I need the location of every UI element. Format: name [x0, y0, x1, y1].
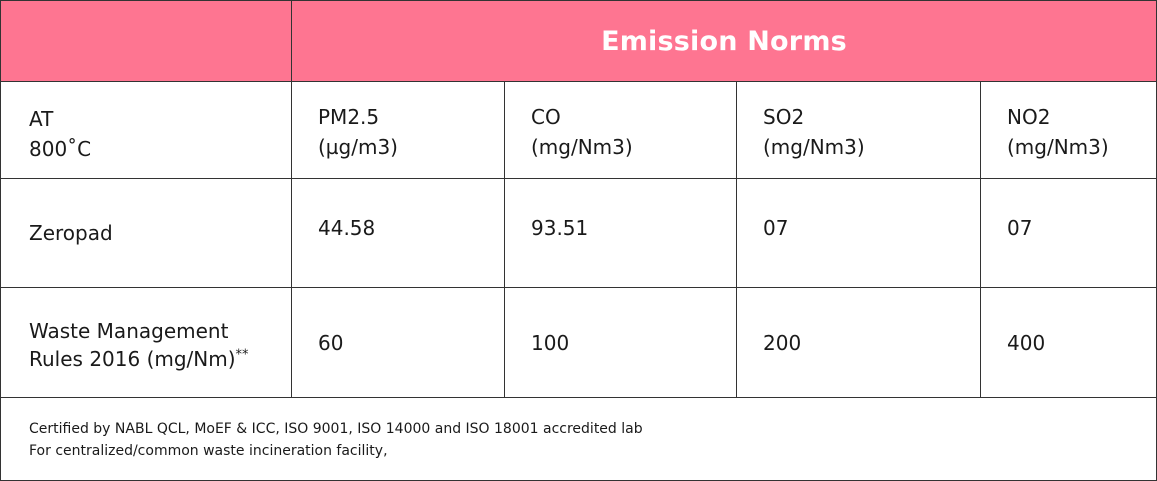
column-header-line: NO2: [1007, 105, 1051, 129]
table-footnote: Certified by NABL QCL, MoEF & ICC, ISO 9…: [0, 397, 1157, 481]
table-row-waste-management-rules: Waste Management Rules 2016 (mg/Nm)** 60…: [0, 287, 1157, 398]
column-header-row: AT 800˚C PM2.5 (µg/m3) CO (mg/Nm3) SO2 (…: [0, 81, 1157, 179]
table-cell-co: 93.51: [504, 178, 737, 288]
table-cell-pm25: 44.58: [291, 178, 505, 288]
column-header-line: (µg/m3): [318, 135, 398, 159]
row-label-zeropad: Zeropad: [0, 178, 292, 288]
table-cell-so2: 07: [736, 178, 981, 288]
header-empty-cell: [0, 0, 292, 82]
footnote-marker: **: [235, 346, 249, 362]
column-header-no2: NO2 (mg/Nm3): [980, 81, 1157, 179]
table-header-row: Emission Norms: [0, 0, 1157, 82]
row-label-waste-management-rules: Waste Management Rules 2016 (mg/Nm)**: [0, 287, 292, 398]
table-title: Emission Norms: [291, 0, 1157, 82]
column-header-so2: SO2 (mg/Nm3): [736, 81, 981, 179]
table-cell-pm25: 60: [291, 287, 505, 398]
column-header-temperature: AT 800˚C: [0, 81, 292, 179]
table-cell-no2: 07: [980, 178, 1157, 288]
column-header-line: PM2.5: [318, 105, 380, 129]
column-header-line: SO2: [763, 105, 805, 129]
row-label-text-line2: Rules 2016 (mg/Nm): [29, 346, 236, 371]
column-header-pm25: PM2.5 (µg/m3): [291, 81, 505, 179]
row-label-text: Rules 2016 (mg/Nm)**: [29, 345, 291, 373]
table-cell-co: 100: [504, 287, 737, 398]
row-label-text: Waste Management: [29, 318, 229, 343]
column-header-line: (mg/Nm3): [763, 135, 865, 159]
table-footer-row: Certified by NABL QCL, MoEF & ICC, ISO 9…: [0, 397, 1157, 481]
column-header-line: (mg/Nm3): [1007, 135, 1109, 159]
table-cell-so2: 200: [736, 287, 981, 398]
footnote-line: For centralized/common waste incineratio…: [29, 443, 388, 459]
column-header-line: (mg/Nm3): [531, 135, 633, 159]
row-label-text: Zeropad: [29, 221, 113, 245]
table-cell-no2: 400: [980, 287, 1157, 398]
column-header-line: 800˚C: [29, 137, 92, 161]
column-header-line: AT: [29, 107, 54, 131]
column-header-line: CO: [531, 105, 561, 129]
table-row-zeropad: Zeropad 44.58 93.51 07 07: [0, 178, 1157, 288]
column-header-co: CO (mg/Nm3): [504, 81, 737, 179]
footnote-line: Certified by NABL QCL, MoEF & ICC, ISO 9…: [29, 421, 643, 437]
